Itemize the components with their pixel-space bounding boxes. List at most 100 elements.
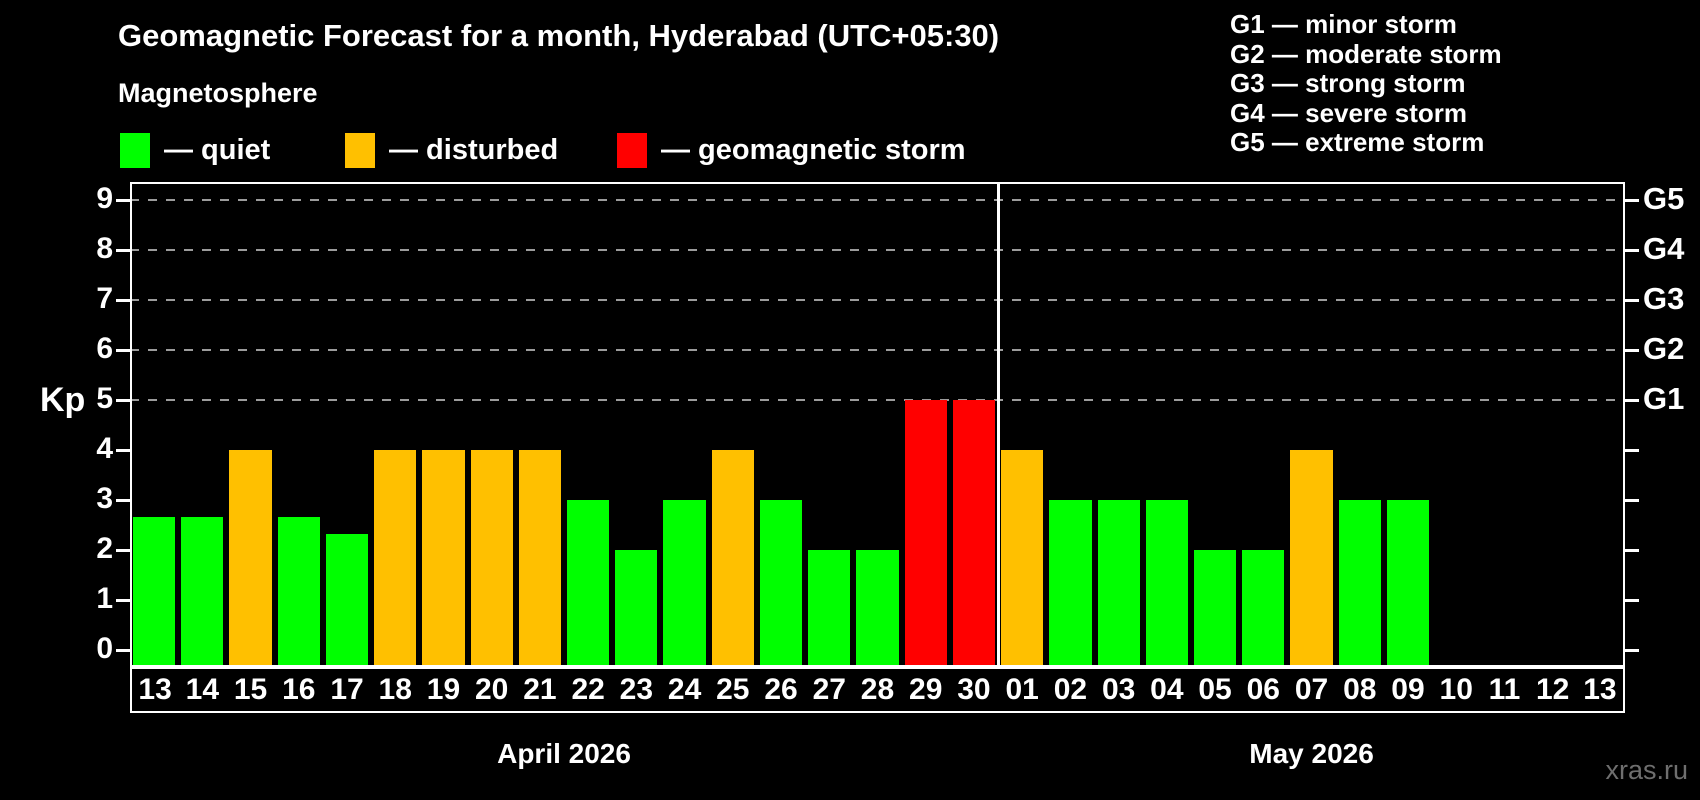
day-label-27: 27	[805, 667, 856, 713]
right-tick-kp4	[1625, 448, 1639, 452]
legend-label-quiet: — quiet	[164, 133, 271, 166]
left-tick-kp8	[116, 248, 130, 252]
kp-bar-25	[711, 450, 754, 667]
day-label-05: 05	[1190, 667, 1242, 713]
month-label-april: April 2026	[497, 738, 631, 769]
kp-bar-30	[952, 400, 996, 667]
watermark: xras.ru	[1605, 755, 1688, 785]
kp-bar-13	[133, 516, 176, 667]
g-axis-label-g1: G1	[1643, 381, 1685, 416]
day-label-12: 12	[1528, 667, 1579, 713]
legend-label-disturbed: — disturbed	[389, 133, 559, 166]
kp-bar-21	[518, 450, 562, 667]
day-label-25: 25	[708, 667, 759, 713]
right-tick-kp8	[1625, 248, 1639, 252]
day-label-01: 01	[998, 667, 1049, 713]
kp-bar-27	[808, 550, 851, 667]
kp-bar-03	[1097, 500, 1140, 667]
kp-bar-15	[229, 450, 272, 667]
right-tick-kp6	[1625, 348, 1639, 352]
day-label-08: 08	[1335, 667, 1386, 713]
gridline-kp7	[130, 299, 1625, 301]
day-label-29: 29	[901, 667, 952, 713]
day-label-15: 15	[226, 667, 277, 713]
right-tick-kp7	[1625, 298, 1639, 302]
kp-bar-22	[567, 500, 610, 667]
kp-tick-label-2: 2	[96, 532, 113, 565]
plot-area	[130, 182, 1625, 667]
left-tick-kp0	[116, 648, 130, 652]
kp-tick-label-6: 6	[96, 332, 113, 365]
kp-bar-16	[277, 516, 320, 667]
legend-item-disturbed: — disturbed	[345, 132, 558, 168]
kp-bar-20	[470, 450, 513, 667]
g-axis-label-g4: G4	[1643, 231, 1685, 266]
g5-legend-line: G5 — extreme storm	[1230, 127, 1485, 157]
left-tick-kp5	[116, 398, 130, 402]
legend-label-storm: — geomagnetic storm	[661, 133, 966, 166]
kp-axis-title: Kp	[40, 381, 86, 419]
day-label-20: 20	[467, 667, 518, 713]
g-scale-legend: G1 — minor storm G2 — moderate storm G3 …	[1230, 9, 1502, 158]
left-tick-kp1	[116, 598, 130, 602]
left-tick-kp3	[116, 498, 130, 502]
day-label-10: 10	[1432, 667, 1483, 713]
kp-bar-24	[663, 500, 706, 667]
left-tick-kp7	[116, 298, 130, 302]
g-axis-label-g2: G2	[1643, 331, 1685, 366]
left-tick-kp2	[116, 548, 130, 552]
kp-bar-28	[856, 550, 899, 667]
kp-tick-label-3: 3	[96, 482, 113, 515]
kp-tick-label-8: 8	[96, 232, 113, 265]
day-label-19: 19	[419, 667, 470, 713]
right-tick-kp3	[1625, 498, 1639, 502]
day-label-21: 21	[515, 667, 567, 713]
g-axis-label-g3: G3	[1643, 281, 1685, 316]
g-axis-label-g5: G5	[1643, 181, 1685, 216]
day-label-26: 26	[756, 667, 808, 713]
gridline-kp9	[130, 199, 1625, 201]
kp-tick-label-1: 1	[96, 582, 113, 615]
kp-bar-06	[1242, 550, 1285, 667]
kp-bar-07	[1290, 450, 1333, 667]
g3-legend-line: G3 — strong storm	[1230, 68, 1466, 98]
gridline-kp8	[130, 249, 1625, 251]
month-separator-line	[996, 182, 1000, 667]
kp-bar-29	[904, 400, 947, 667]
kp-tick-label-9: 9	[96, 182, 113, 215]
day-label-07: 07	[1287, 667, 1338, 713]
kp-bar-04	[1145, 500, 1188, 667]
kp-tick-label-0: 0	[96, 632, 113, 665]
month-label-may: May 2026	[1249, 738, 1374, 769]
disturbed-color-swatch	[345, 132, 375, 168]
kp-bar-17	[325, 533, 369, 667]
g4-legend-line: G4 — severe storm	[1230, 97, 1468, 128]
day-label-16: 16	[274, 667, 325, 713]
day-label-30: 30	[949, 667, 1001, 713]
day-label-02: 02	[1046, 667, 1097, 713]
day-label-14: 14	[178, 667, 229, 713]
kp-bar-19	[422, 450, 465, 667]
kp-bar-14	[181, 516, 224, 667]
kp-bar-26	[759, 500, 803, 667]
legend-item-quiet: — quiet	[120, 132, 270, 168]
kp-tick-label-7: 7	[96, 282, 113, 315]
gridline-kp6	[130, 349, 1625, 351]
day-label-18: 18	[371, 667, 422, 713]
kp-bar-05	[1193, 550, 1237, 667]
kp-bar-08	[1338, 500, 1381, 667]
left-tick-kp6	[116, 348, 130, 352]
left-tick-kp9	[116, 198, 130, 202]
right-tick-kp1	[1625, 598, 1639, 602]
kp-bar-09	[1386, 500, 1430, 667]
magnetosphere-label: Magnetosphere	[118, 78, 318, 108]
right-tick-kp5	[1625, 398, 1639, 402]
right-tick-kp0	[1625, 648, 1639, 652]
day-label-13: 13	[130, 667, 181, 713]
kp-bar-23	[615, 550, 658, 667]
right-tick-kp9	[1625, 198, 1639, 202]
day-label-23: 23	[612, 667, 663, 713]
kp-tick-label-4: 4	[96, 432, 113, 465]
day-label-03: 03	[1094, 667, 1145, 713]
